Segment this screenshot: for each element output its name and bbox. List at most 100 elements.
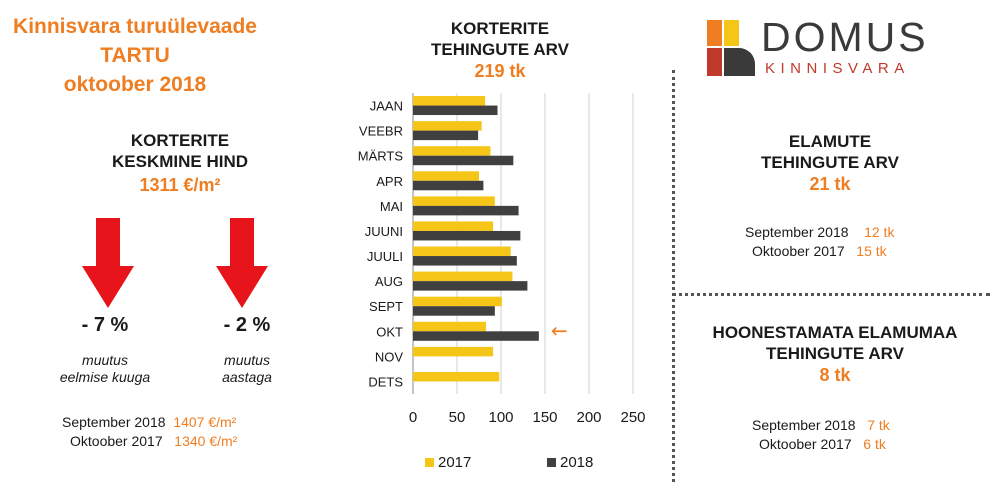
yearly-note-line1: muutus <box>224 352 270 368</box>
apartment-deals-title-line2: TEHINGUTE ARV <box>431 40 569 59</box>
house-compare-row: September 2018 12 tk <box>745 224 894 240</box>
bar-2017-nov <box>413 346 494 357</box>
compare-label: September 2018 <box>745 224 849 240</box>
x-tick-label: 100 <box>488 409 513 426</box>
compare-label: September 2018 <box>62 414 166 430</box>
legend-swatch-2017 <box>425 458 434 467</box>
bar-2017-dets <box>413 371 500 382</box>
category-label: APR <box>376 174 403 189</box>
bar-2018-veebr <box>413 130 479 141</box>
bar-2018-okt <box>413 331 539 341</box>
category-label: MÄRTS <box>358 149 404 164</box>
report-title: Kinnisvara turuülevaade TARTU oktoober 2… <box>0 12 270 99</box>
vertical-divider <box>672 70 675 482</box>
category-label: NOV <box>375 349 404 364</box>
average-price-label-line2: KESKMINE HIND <box>111 152 248 171</box>
bar-2018-mai <box>413 205 519 216</box>
bar-2017-märts <box>413 146 491 156</box>
house-compare-row: Oktoober 2017 15 tk <box>752 243 887 259</box>
bar-2018-juuni <box>413 230 521 241</box>
bar-2018-aug <box>413 281 528 291</box>
apartment-deals-title-line1: KORTERITE <box>450 19 550 38</box>
monthly-change-note: muutus eelmise kuuga <box>25 352 185 386</box>
average-price-label-line1: KORTERITE <box>130 131 230 150</box>
price-compare-row: September 2018 1407 €/m² <box>62 414 236 430</box>
compare-value: 12 tk <box>864 224 895 240</box>
bar-2018-märts <box>413 155 514 166</box>
compare-value: 1407 €/m² <box>173 414 237 430</box>
bar-2017-sept <box>413 296 502 307</box>
bar-2017-okt <box>413 321 487 332</box>
compare-value: 1340 €/m² <box>174 433 238 449</box>
compare-label: September 2018 <box>752 417 856 433</box>
bar-2017-aug <box>413 271 513 282</box>
x-tick-label: 0 <box>409 409 417 426</box>
compare-label: Oktoober 2017 <box>70 433 163 449</box>
average-price-block: KORTERITE KESKMINE HIND 1311 €/m² <box>70 130 290 196</box>
land-deals-title-line1: HOONESTAMATA ELAMUMAA <box>712 323 958 342</box>
house-deals-block: ELAMUTE TEHINGUTE ARV 21 tk <box>700 131 960 195</box>
x-tick-label: 200 <box>576 409 601 426</box>
category-label: OKT <box>376 324 403 339</box>
compare-value: 6 tk <box>863 436 886 452</box>
report-title-line2: TARTU <box>100 44 170 67</box>
apartment-deals-chart: 0 50 100 150 200 250 JAAN VEEBR MÄRTS APR MAI JUUNI… <box>358 93 646 471</box>
house-deals-total: 21 tk <box>809 174 851 194</box>
x-tick-label: 150 <box>532 409 557 426</box>
category-label: VEEBR <box>359 124 403 139</box>
yearly-note-line2: aastaga <box>222 369 272 385</box>
domus-logo-sub: KINNISVARA <box>765 60 910 77</box>
x-tick-label: 250 <box>620 409 645 426</box>
yearly-down-arrow-icon <box>216 218 268 308</box>
report-title-line3: oktoober 2018 <box>63 73 207 96</box>
yearly-change-note: muutus aastaga <box>167 352 327 386</box>
category-label: MAI <box>380 199 403 214</box>
land-deals-block: HOONESTAMATA ELAMUMAA TEHINGUTE ARV 8 tk <box>680 322 990 386</box>
legend-label-2017: 2017 <box>438 454 471 471</box>
bar-2018-jaan <box>413 105 498 116</box>
bar-2017-jaan <box>413 96 486 106</box>
domus-logo-mark-icon <box>707 20 755 76</box>
category-label: JUUNI <box>365 224 403 239</box>
yearly-arrow-shape <box>216 218 268 308</box>
apartment-deals-total: 219 tk <box>474 61 526 81</box>
bar-2018-sept <box>413 306 495 316</box>
bar-2017-veebr <box>413 121 482 131</box>
land-compare-row: September 2018 7 tk <box>752 417 890 433</box>
compare-value: 7 tk <box>867 417 890 433</box>
bar-2017-mai <box>413 196 495 206</box>
bar-2018-juuli <box>413 256 517 266</box>
category-label: DETS <box>368 374 403 389</box>
legend-label-2018: 2018 <box>560 454 593 471</box>
category-label: JAAN <box>370 99 403 114</box>
monthly-note-line1: muutus <box>82 352 128 368</box>
house-deals-title-line1: ELAMUTE <box>788 132 872 151</box>
report-title-line1: Kinnisvara turuülevaade <box>13 15 257 38</box>
monthly-down-arrow-icon <box>82 218 134 308</box>
horizontal-divider <box>672 293 990 296</box>
category-label: AUG <box>375 274 403 289</box>
bar-2017-juuli <box>413 246 511 257</box>
domus-logo: DOMUS KINNISVARA <box>707 14 967 78</box>
land-deals-title-line2: TEHINGUTE ARV <box>766 344 904 363</box>
bar-2017-juuni <box>413 221 494 231</box>
highlight-arrow-icon: ← <box>551 318 568 342</box>
compare-label: Oktoober 2017 <box>759 436 852 452</box>
monthly-arrow-shape <box>82 218 134 308</box>
land-deals-total: 8 tk <box>819 365 851 385</box>
domus-logo-word: DOMUS <box>761 14 929 60</box>
average-price-value: 1311 €/m² <box>139 175 221 195</box>
yearly-change-value: - 2 % <box>223 314 271 336</box>
category-label: SEPT <box>369 299 403 314</box>
apartment-deals-title: KORTERITE TEHINGUTE ARV 219 tk <box>400 18 600 82</box>
bar-2018-apr <box>413 180 484 191</box>
legend-swatch-2018 <box>547 458 556 467</box>
land-compare-row: Oktoober 2017 6 tk <box>759 436 886 452</box>
compare-label: Oktoober 2017 <box>752 243 845 259</box>
monthly-note-line2: eelmise kuuga <box>59 369 151 385</box>
category-label: JUULI <box>367 249 403 264</box>
monthly-change-value: - 7 % <box>81 314 129 336</box>
bar-2017-apr <box>413 171 479 181</box>
price-compare-row: Oktoober 2017 1340 €/m² <box>70 433 237 449</box>
compare-value: 15 tk <box>856 243 887 259</box>
